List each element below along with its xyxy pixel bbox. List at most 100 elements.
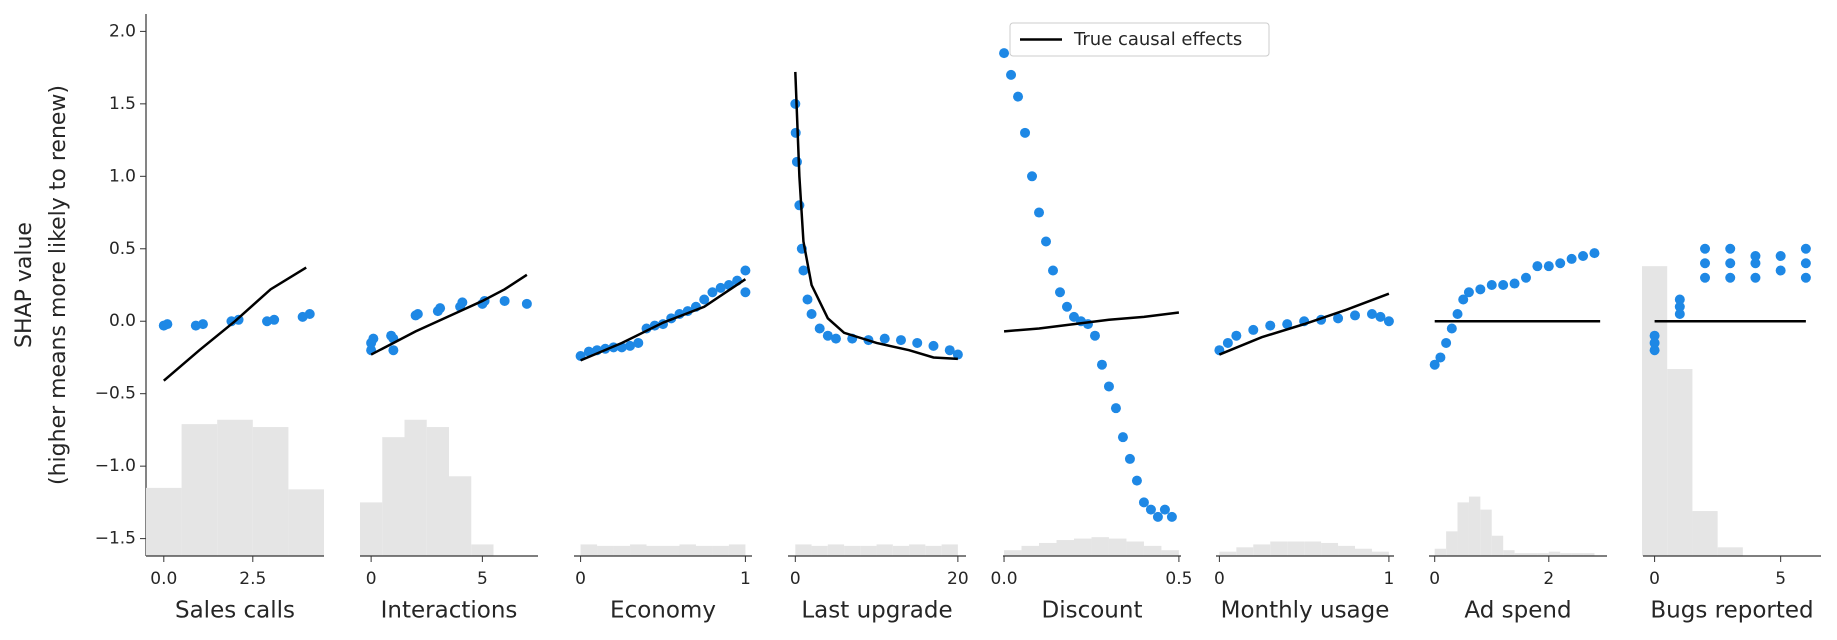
scatter-point: [1725, 272, 1736, 283]
histogram-bar: [1480, 509, 1492, 556]
scatter-point: [1800, 272, 1811, 283]
scatter-point: [699, 294, 710, 305]
causal-line: [162, 266, 307, 382]
scatter-point: [944, 345, 955, 356]
x-tick-label: 2.5: [239, 569, 266, 589]
scatter-point: [1027, 171, 1038, 182]
histogram-bar: [404, 419, 427, 556]
scatter-point: [1674, 308, 1685, 319]
histogram-bar: [1571, 553, 1584, 556]
histogram-bar: [844, 545, 861, 556]
histogram-bar: [892, 545, 910, 556]
scatter-point: [1700, 258, 1711, 269]
x-tick-label: 5: [477, 569, 488, 589]
scatter-point: [1532, 261, 1543, 272]
scatter-point: [1089, 330, 1100, 341]
histogram-bar: [827, 544, 845, 556]
x-tick-label: 2: [1543, 569, 1554, 589]
histogram-bar: [613, 545, 631, 556]
scatter-point: [1231, 330, 1242, 341]
causal-line: [1218, 292, 1390, 356]
scatter-point: [1725, 258, 1736, 269]
scatter-point: [1333, 313, 1344, 324]
scatter-point: [1222, 337, 1233, 348]
scatter-point: [499, 295, 510, 306]
scatter-point: [625, 340, 636, 351]
scatter-point: [197, 319, 208, 330]
histogram-bar: [1537, 553, 1549, 556]
histogram-bar: [876, 544, 893, 556]
scatter-point: [368, 333, 379, 344]
histogram-bar: [795, 544, 812, 556]
causal-line: [1003, 311, 1180, 333]
scatter-point: [830, 333, 841, 344]
scatter-point: [1048, 265, 1059, 276]
scatter-point: [1124, 453, 1135, 464]
y-tick-label: −1.5: [95, 529, 136, 549]
scatter-point: [999, 48, 1010, 59]
scatter-point: [1366, 308, 1377, 319]
causal-line: [580, 278, 747, 362]
scatter-point: [1055, 287, 1066, 298]
scatter-point: [1452, 308, 1463, 319]
histogram-bar: [426, 427, 449, 556]
histogram-bar: [630, 544, 647, 556]
scatter-point: [1458, 294, 1469, 305]
histogram-bar: [1692, 511, 1718, 556]
y-tick-label: −1.0: [95, 456, 136, 476]
scatter-point: [1725, 243, 1736, 254]
scatter-point: [162, 319, 173, 330]
scatter-point: [822, 330, 833, 341]
histogram-bar: [941, 544, 958, 556]
histogram-bar: [1525, 553, 1538, 556]
y-tick-label: 1.5: [109, 94, 136, 114]
scatter-point: [1041, 236, 1052, 247]
scatter-point: [740, 287, 751, 298]
scatter-point: [791, 156, 802, 167]
histogram-bar: [217, 419, 253, 556]
scatter-point: [1589, 248, 1600, 259]
scatter-point: [1700, 243, 1711, 254]
x-tick-label: 0: [1429, 569, 1440, 589]
histogram-bar: [1270, 541, 1288, 556]
histogram-bar: [1056, 540, 1074, 556]
histogram-bar: [1491, 535, 1504, 556]
x-axis-label: Economy: [610, 598, 716, 624]
scatter-point: [707, 287, 718, 298]
histogram-bar: [811, 545, 828, 556]
scatter-point: [895, 335, 906, 346]
legend: True causal effects: [1009, 22, 1270, 57]
histogram-bar: [471, 544, 494, 556]
scatter-point: [879, 333, 890, 344]
histogram-bar: [1126, 541, 1144, 556]
scatter-point: [1429, 359, 1440, 370]
x-tick-label: 1: [1384, 569, 1395, 589]
histogram-bar: [1161, 550, 1179, 556]
histogram-bar: [1641, 266, 1668, 556]
scatter-point: [1103, 381, 1114, 392]
y-tick-label: 2.0: [109, 21, 136, 41]
histogram-bar: [695, 545, 713, 556]
scatter-point: [304, 308, 315, 319]
scatter-point: [1145, 504, 1156, 515]
legend-label: True causal effects: [1073, 29, 1242, 50]
histogram-bar: [1457, 502, 1469, 556]
histogram-bar: [728, 544, 746, 556]
x-tick-label: 20: [947, 569, 969, 589]
scatter-point: [412, 308, 423, 319]
scatter-point: [1265, 320, 1276, 331]
histogram-bar: [1143, 545, 1162, 556]
histogram-bar: [1091, 537, 1109, 556]
x-tick-label: 0: [790, 569, 801, 589]
x-tick-label: 0: [1649, 569, 1660, 589]
scatter-point: [1096, 359, 1107, 370]
histogram-bar: [1560, 553, 1572, 556]
histogram-bar: [646, 545, 663, 556]
histogram-bar: [663, 545, 680, 556]
scatter-point: [952, 349, 963, 360]
scatter-point: [388, 345, 399, 356]
histogram-bar: [1338, 545, 1356, 556]
scatter-point: [794, 200, 805, 211]
scatter-point: [457, 297, 468, 308]
scatter-point: [1441, 337, 1452, 348]
